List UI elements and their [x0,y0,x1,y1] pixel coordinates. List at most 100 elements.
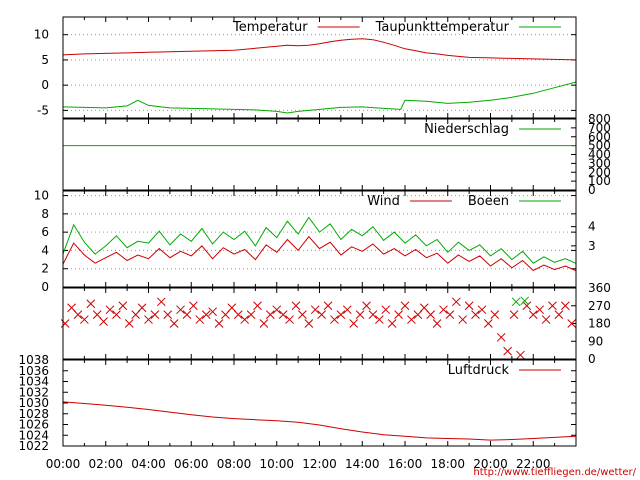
wind-direction-point [259,319,269,328]
temperature-legend-label: Temperatur [232,20,308,35]
wind-direction-point [317,310,326,319]
wind-direction-point [80,315,89,324]
credit-link[interactable]: http://www.tiefflie­gen.de/wetter/ [473,467,636,478]
xtick-label: 12:00 [302,457,337,471]
wind-direction-point [511,297,521,307]
wind-direction-point [246,310,256,319]
wind-legend-label: Boeen [468,194,509,209]
wind-direction-point [310,305,320,315]
wind-direction-point [451,297,461,307]
xtick-label: 22:00 [516,457,551,471]
xtick-label: 10:00 [259,457,294,471]
temperature-series-taupunkttemperatur [62,81,576,114]
wind-direction-point [342,305,352,315]
temperature-ytick-label: 0 [41,78,49,92]
wind-ytick-label: 6 [41,225,49,239]
wind-ytick-right-label: 4 [588,220,596,234]
wind-direction-point [445,310,455,319]
wind-direction-point [330,315,339,324]
wind-direction-point [432,319,442,328]
pressure-ytick-label: 1030 [18,396,49,410]
wind-direction-point [548,301,557,311]
wind-direction-point [496,332,506,342]
wind-direction-point [156,297,166,307]
wind-direction-point [298,310,307,319]
xtick-label: 00:00 [46,457,81,471]
wind-direction-point [336,310,346,319]
pressure-legend-label: Luftdruck [448,363,510,378]
precipitation-ytick-right-label: 700 [588,121,611,135]
wind-direction-point [73,310,83,319]
wind-direction-point [118,301,128,311]
precipitation-ytick-right-label: 100 [588,174,611,188]
wind-direction-point [208,307,217,317]
wind-direction-point [503,346,512,356]
pressure-ytick-label: 1024 [18,428,49,442]
wind-ytick-label: 10 [34,189,49,203]
wind-direction-point [387,319,397,328]
pressure-ytick-label: 1036 [18,364,49,378]
wind-direction-point [520,296,530,306]
wind-direction-point [567,319,577,328]
temperature-legend-label: Taupunkttemperatur [375,20,510,35]
wind-direction-ytick-right-label: 0 [588,352,596,366]
wind-ytick-label: 2 [41,262,49,276]
wind-direction-point [169,319,179,328]
wind-ytick-right-label: 3 [588,239,596,253]
xtick-label: 06:00 [174,457,209,471]
wind-direction-point [86,299,96,309]
wind-direction-ytick-right-label: 360 [588,281,611,295]
pressure-ytick-label: 1026 [18,418,49,432]
wind-direction-point [323,301,333,311]
wind-direction-point [355,310,365,319]
xtick-label: 14:00 [345,457,380,471]
temperature-ytick-label: -5 [37,103,49,117]
wind-legend-label: Wind [367,194,400,209]
wind-direction-point [189,301,198,311]
precipitation-ytick-right-label: 800 [588,112,611,126]
wind-series-wind [62,235,576,272]
wind-direction-point [272,305,282,315]
pressure-ytick-label: 1038 [18,353,49,367]
wind-direction-point [105,305,115,315]
wind-direction-point [233,310,243,319]
pressure-ytick-label: 1032 [18,385,49,399]
wind-direction-point [253,301,262,311]
wind-ytick-label: 4 [41,243,49,257]
wind-direction-point [362,301,371,311]
wind-direction-point [426,310,436,319]
wind-direction-point [554,310,564,319]
wind-direction-point [439,305,448,315]
wind-direction-point [285,315,294,324]
wind-direction-point [407,315,416,324]
precipitation-legend-label: Niederschlag [424,122,509,137]
wind-direction-point [214,319,224,328]
xtick-label: 18:00 [430,457,465,471]
wind-direction-point [99,317,108,326]
xtick-label: 04:00 [131,457,166,471]
wind-ytick-label: 0 [41,280,49,294]
wind-direction-point [535,305,545,315]
precipitation-ytick-right-label: 600 [588,130,611,144]
pressure-series-luftdruck [62,401,576,441]
wind-direction-point [144,315,153,324]
wind-direction-point [137,303,147,313]
pressure-ytick-label: 1034 [18,375,49,389]
wind-direction-point [163,310,173,319]
wind-direction-point [484,319,493,328]
wind-direction-point [509,310,519,319]
wind-direction-point [265,310,275,319]
wind-direction-point [477,305,487,315]
wind-direction-point [201,310,211,319]
wind-direction-point [464,301,474,311]
temperature-series-temperatur [62,38,576,61]
wind-ytick-label: 8 [41,207,49,221]
precipitation-ytick-right-label: 500 [588,139,611,153]
wind-direction-point [458,315,468,324]
temperature-ytick-label: 10 [34,28,49,42]
wind-direction-point [304,319,314,328]
wind-direction-ytick-right-label: 180 [588,317,611,331]
wind-direction-point [541,315,551,324]
wind-direction-point [374,315,384,324]
wind-direction-point [560,301,570,311]
